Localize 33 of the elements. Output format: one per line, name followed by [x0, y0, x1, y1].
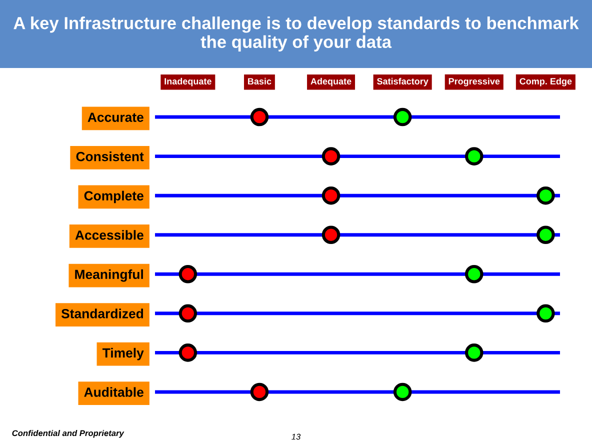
point: [250, 108, 269, 126]
point: [178, 304, 198, 323]
chart-title: A key Infrastructure challenge is to develop standards to benchmark the quality of your data: [14, 16, 579, 52]
point: [464, 265, 484, 284]
y-tick-label: Standardized: [61, 308, 144, 318]
point: [322, 226, 340, 244]
point: [536, 186, 555, 205]
text: 13: [292, 434, 301, 440]
point: [393, 108, 412, 126]
point: [322, 186, 340, 205]
text: Progressive: [448, 78, 500, 86]
point: [393, 382, 412, 402]
y-tick-label: Auditable: [84, 387, 144, 397]
point: [178, 265, 198, 284]
text: Basic: [248, 78, 272, 85]
text: Satisfactory: [377, 78, 428, 86]
point: [464, 147, 484, 166]
text: Confidential and Proprietary: [12, 430, 124, 438]
point: [178, 344, 198, 362]
point: [322, 147, 340, 166]
y-tick-label: Complete: [84, 190, 144, 204]
y-tick-label: Accurate: [88, 112, 144, 122]
text: Comp. Edge: [520, 78, 572, 86]
y-tick-label: Timely: [102, 348, 144, 360]
text: Inadequate: [164, 78, 212, 86]
point: [250, 382, 269, 402]
y-tick-label: Consistent: [76, 152, 144, 162]
y-tick-label: Accessible: [75, 230, 144, 240]
point: [536, 226, 555, 244]
point: [464, 344, 484, 362]
text: Adequate: [310, 78, 352, 86]
y-tick-label: Meaningful: [75, 269, 143, 282]
point: [536, 304, 555, 323]
